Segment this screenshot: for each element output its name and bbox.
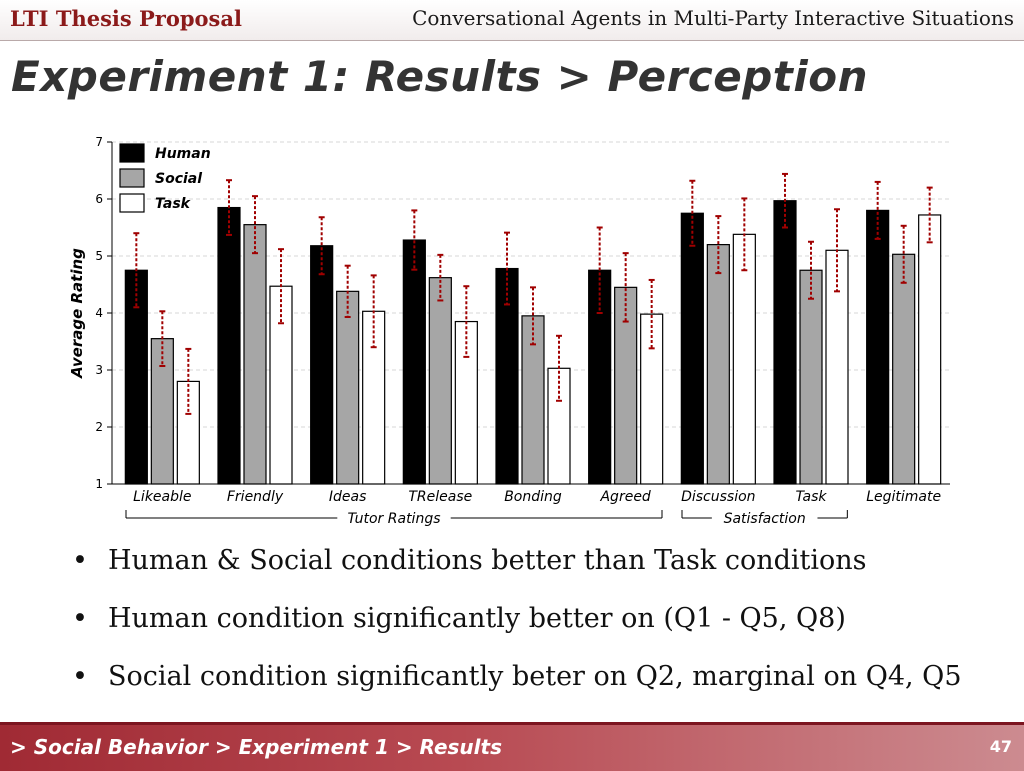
y-tick-label: 1 [95,477,103,491]
bar-task [640,313,664,485]
bar-social [799,269,823,485]
y-tick-label: 3 [95,363,103,377]
bar-human [588,269,612,485]
x-tick-label: Task [795,489,827,505]
legend-label: Human [155,146,211,162]
x-tick-label: Ideas [329,489,367,505]
header-bar: LTI Thesis Proposal Conversational Agent… [0,0,1024,41]
bar-task [547,367,571,485]
bullet-list: • Human & Social conditions better than T… [60,545,962,719]
x-tick-label: Friendly [227,489,284,505]
bullet-text: Human & Social conditions better than Ta… [108,545,867,576]
bar-chart: 1 2 3 4 5 6 7 Average Rating Likeable Friendly Ide… [68,135,950,527]
page-number: 47 [989,737,1012,756]
slide-title: Experiment 1: Results > Perception [11,52,868,101]
bar-human [402,239,426,485]
legend-swatch [119,193,145,213]
y-tick-label: 2 [95,420,103,434]
footer-bar: > Social Behavior > Experiment 1 > Resul… [0,722,1024,771]
group-label: Tutor Ratings [347,511,440,527]
x-tick-label: TRelease [408,489,472,505]
y-tick-label: 7 [95,135,103,149]
group-label: Satisfaction [724,511,806,527]
bullet-text: Social condition significantly beter on … [108,661,962,692]
legend-label: Social [155,171,202,187]
y-axis-label: Average Rating [68,248,86,379]
bar-social [150,338,174,485]
bullet-dot: • [72,661,88,692]
bar-social [521,315,545,485]
legend-swatch [119,168,145,188]
bar-social [614,286,638,485]
bar-task [454,320,478,485]
bar-social [243,224,267,485]
bar-social [706,243,730,485]
y-tick-label: 5 [95,249,103,263]
bar-social [428,277,452,485]
bar-task [918,214,942,485]
bullet-item: • Human & Social conditions better than T… [60,545,962,603]
x-tick-label: Legitimate [866,489,941,505]
y-tick-label: 6 [95,192,103,206]
header-right-title: Conversational Agents in Multi-Party Int… [412,6,1014,30]
bar-human [773,200,797,485]
bar-human [310,245,334,485]
bar-human [495,267,519,485]
x-tick-label: Likeable [133,489,191,505]
bullet-dot: • [72,603,88,634]
x-tick-label: Discussion [681,489,755,505]
bullet-dot: • [72,545,88,576]
legend-swatch [119,143,145,163]
y-tick-label: 4 [95,306,103,320]
bar-social [336,290,360,485]
x-tick-label: Agreed [599,489,650,505]
bar-human [217,206,241,485]
bar-human [680,212,704,485]
legend-label: Task [155,196,192,212]
x-tick-label: Bonding [504,489,562,505]
bar-human [124,269,148,485]
footer-breadcrumb: > Social Behavior > Experiment 1 > Resul… [10,735,502,759]
bar-social [892,253,916,485]
bullet-item: • Social condition significantly beter on… [60,661,962,719]
bullet-item: • Human condition significantly better on… [60,603,962,661]
header-left-title: LTI Thesis Proposal [10,6,242,31]
bar-human [866,209,890,485]
bullet-text: Human condition significantly better on … [108,603,846,634]
bar-task [732,233,756,485]
